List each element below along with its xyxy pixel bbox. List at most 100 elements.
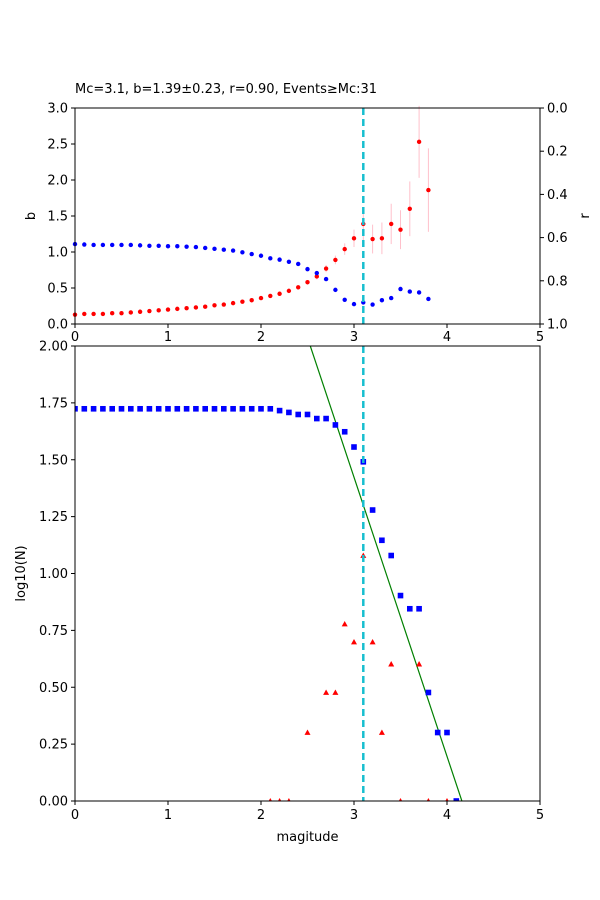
non-cumulative-point [426,798,431,801]
non-cumulative-point [287,798,291,801]
non-cumulative-point [445,798,449,801]
r-value-point [147,243,152,249]
r-value-point [305,266,310,272]
non-cumulative-point [351,638,357,645]
non-cumulative-point [416,661,423,667]
r-value-point [193,244,199,250]
top-y-tick-label: 3.0 [47,102,68,117]
r-value-point [119,242,124,248]
top-x-tick-label: 5 [536,330,544,345]
r-value-point [342,297,347,303]
b-value-point [137,309,143,314]
b-value-point [305,280,310,285]
non-cumulative-point [277,798,282,801]
b-value-point [165,307,171,312]
r-value-point [407,289,412,294]
b-value-point [221,302,226,307]
b-value-point [258,295,264,301]
r-value-point [268,256,273,261]
b-value-point [389,221,394,227]
cumulative-point [295,411,301,418]
top-panel-ticks: 0 1 2 3 4 5 0.0 0.5 1.0 1.5 2.0 2.5 3.0 0.0 0.2 0.4 0.6 0… [47,102,567,346]
b-value-point [203,304,208,309]
top-y-tick-label: 1.5 [47,210,68,225]
r-value-point [286,259,292,264]
top-x-tick-label: 3 [350,330,358,345]
gr-fit-line [309,346,463,801]
r-value-point [240,250,245,255]
b-value-point [175,306,180,312]
b-value-point [91,311,96,317]
r-value-point [82,242,87,247]
bottom-y-tick-label: 1.50 [39,453,68,468]
cumulative-point [100,405,106,412]
top-x-tick-label: 1 [164,330,172,345]
b-value-point [147,308,152,314]
r-value-point [91,242,96,248]
b-value-point [82,311,87,317]
bottom-panel-ylabel: log10(N) [14,545,29,601]
cumulative-point [276,407,283,414]
bottom-y-tick-label: 2.00 [39,340,68,355]
bottom-x-tick-label: 4 [443,808,451,823]
r-value-point [156,243,161,249]
b-value-point [240,299,245,304]
cumulative-point [230,405,236,412]
cumulative-point [314,415,320,422]
b-value-point [426,187,431,193]
r-value-point [212,246,217,252]
b-value-point [333,257,338,263]
b-value-point [230,300,236,306]
bottom-x-tick-label: 0 [71,808,79,823]
top-panel-marks [72,105,431,324]
cumulative-point [453,798,460,801]
non-cumulative-point [369,638,376,645]
r-value-point [426,296,431,302]
b-value-point [128,310,133,315]
bottom-panel-xlabel: magitude [276,830,338,845]
cumulative-point [248,405,255,412]
b-value-point [407,206,412,211]
top-y-right-tick-label: 0.6 [547,231,568,246]
bottom-panel-ticks: 0 1 2 3 4 5 0.00 0.25 0.50 0.75 1.00 1.25 1.50 1.75 2.… [39,340,544,824]
non-cumulative-point [268,798,272,801]
bottom-y-tick-label: 0.25 [39,738,68,753]
cumulative-point [425,689,432,696]
r-value-point [249,251,254,257]
b-value-point [110,311,115,316]
cumulative-point [267,405,274,412]
top-y-right-tick-label: 0.8 [547,274,568,289]
bottom-panel-marks [75,346,463,801]
r-value-point [416,290,422,295]
r-value-point [277,257,282,262]
r-value-point [333,287,338,293]
cumulative-point [146,405,153,412]
top-y-right-tick-label: 0.2 [547,145,568,160]
b-value-point [379,236,385,241]
bottom-x-tick-label: 5 [536,808,544,823]
cumulative-point [183,405,190,412]
cumulative-point [202,405,208,412]
top-panel-ylabel-right: r [578,213,593,219]
non-cumulative-point [332,689,339,695]
top-y-right-tick-label: 0.0 [547,102,568,117]
cumulative-point [388,552,394,559]
r-value-point [137,243,143,248]
bottom-x-tick-label: 3 [350,808,358,823]
b-value-point [193,305,199,310]
b-value-point [370,236,375,242]
b-value-point [212,303,217,308]
cumulative-point [304,411,311,418]
b-value-point [323,266,329,271]
r-value-point [128,242,133,248]
b-value-point [296,285,301,290]
bottom-y-tick-label: 0.00 [39,795,68,810]
cumulative-point [221,405,227,412]
b-value-point [156,308,161,313]
bottom-y-tick-label: 0.75 [39,624,68,639]
cumulative-point [165,405,171,412]
r-value-point [296,261,301,267]
cumulative-point [155,405,162,412]
r-value-point [100,242,106,248]
